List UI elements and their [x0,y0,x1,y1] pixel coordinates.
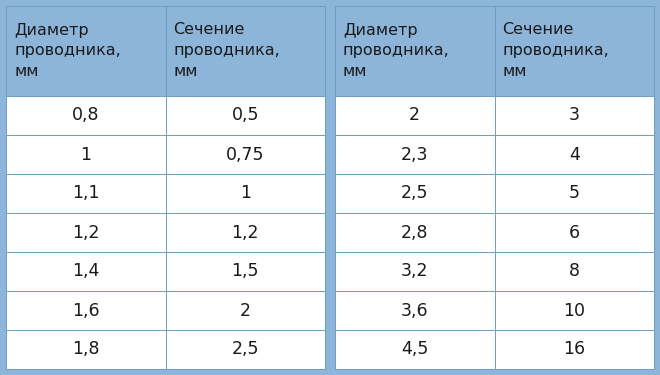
Bar [494,6,654,96]
Text: 3,2: 3,2 [401,262,428,280]
Text: 2,3: 2,3 [401,146,428,164]
Bar [335,213,494,252]
Text: 8: 8 [569,262,579,280]
Text: 1,2: 1,2 [232,224,259,242]
Text: 1,6: 1,6 [72,302,100,320]
Text: 1,1: 1,1 [72,184,100,202]
Text: 2,5: 2,5 [232,340,259,358]
Bar [6,6,166,96]
Bar [494,135,654,174]
Bar [494,213,654,252]
Bar [494,330,654,369]
Text: 2,8: 2,8 [401,224,428,242]
Bar [335,6,494,96]
Text: 2: 2 [240,302,251,320]
Bar [6,213,166,252]
Bar [166,252,325,291]
Text: 0,8: 0,8 [72,106,100,124]
Text: Сечение
проводника,
мм: Сечение проводника, мм [502,22,609,80]
Bar [166,96,325,135]
Text: Сечение
проводника,
мм: Сечение проводника, мм [174,22,280,80]
Text: 1,4: 1,4 [72,262,100,280]
Text: 4,5: 4,5 [401,340,428,358]
Bar [335,174,494,213]
Text: 3,6: 3,6 [401,302,428,320]
Bar [166,330,325,369]
Text: 1,2: 1,2 [72,224,100,242]
Text: 1: 1 [81,146,91,164]
Bar [494,96,654,135]
Text: Диаметр
проводника,
мм: Диаметр проводника, мм [343,22,449,80]
Text: 1,8: 1,8 [72,340,100,358]
Bar [6,135,166,174]
Bar [335,252,494,291]
Bar [335,135,494,174]
Bar [166,213,325,252]
Bar [335,291,494,330]
Text: 2,5: 2,5 [401,184,428,202]
Text: 10: 10 [563,302,585,320]
Text: 1,5: 1,5 [232,262,259,280]
Bar [494,174,654,213]
Bar [335,330,494,369]
Text: 16: 16 [563,340,585,358]
Bar [6,174,166,213]
Bar [166,6,325,96]
Text: Диаметр
проводника,
мм: Диаметр проводника, мм [14,22,121,80]
Bar [494,252,654,291]
Text: 1: 1 [240,184,251,202]
Bar [6,330,166,369]
Bar [166,291,325,330]
Bar [6,291,166,330]
Text: 5: 5 [569,184,579,202]
Bar [494,291,654,330]
Bar [166,135,325,174]
Bar [6,252,166,291]
Bar [335,96,494,135]
Text: 0,5: 0,5 [232,106,259,124]
Text: 2: 2 [409,106,420,124]
Bar [6,96,166,135]
Text: 3: 3 [569,106,579,124]
Text: 6: 6 [569,224,580,242]
Text: 4: 4 [569,146,579,164]
Text: 0,75: 0,75 [226,146,265,164]
Bar [166,174,325,213]
